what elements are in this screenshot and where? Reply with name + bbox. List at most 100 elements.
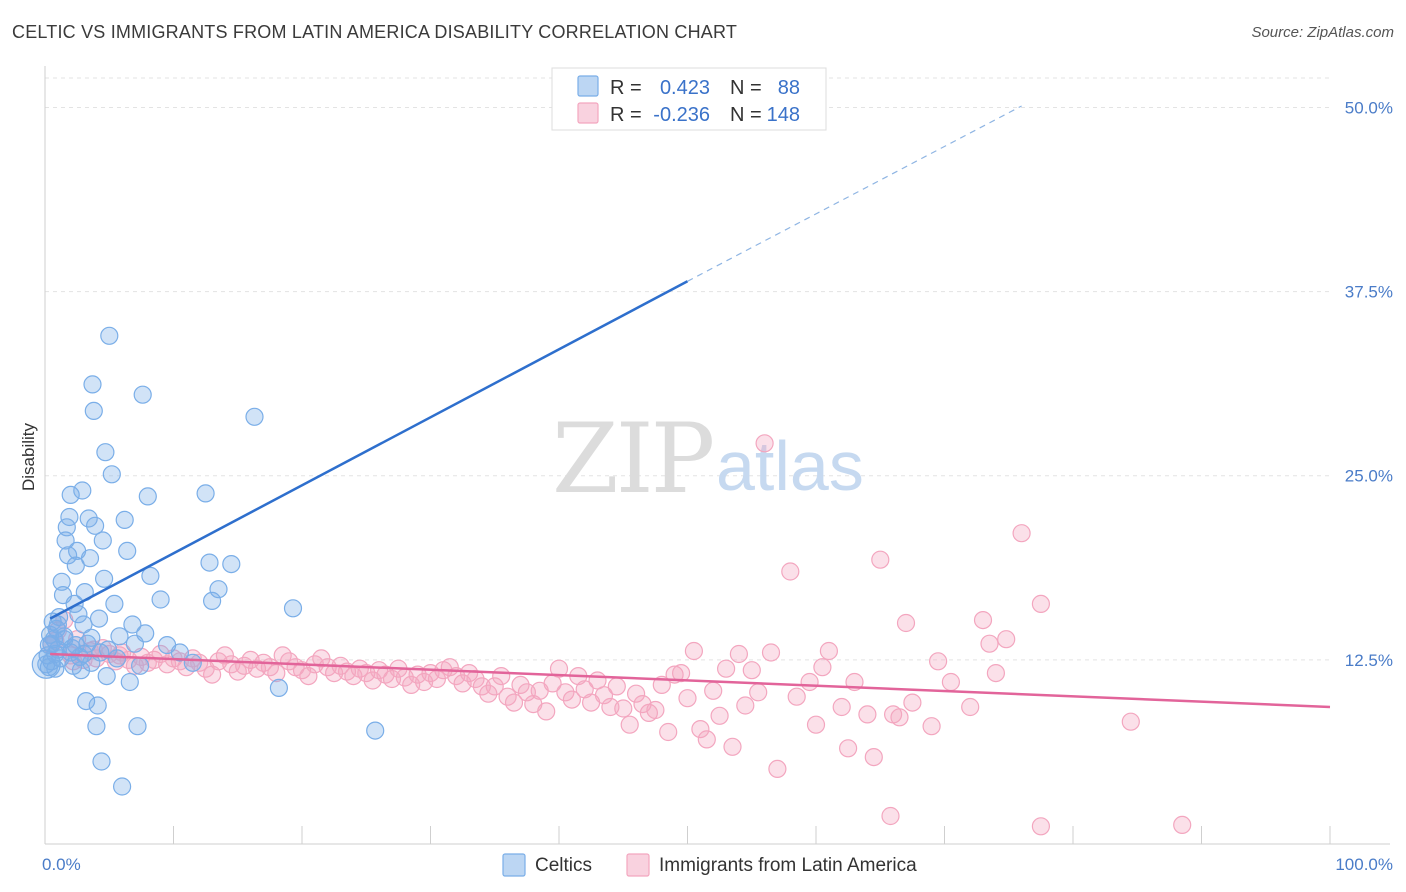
latin-america-point	[626, 684, 646, 703]
celtics-point	[66, 635, 85, 655]
latin-america-point	[973, 610, 993, 630]
celtics-trend-line	[49, 280, 689, 620]
celtics-point	[74, 615, 93, 634]
bottom-legend-swatch-latin-america	[626, 853, 650, 877]
latin-america-point	[749, 683, 768, 702]
latin-america-point	[997, 630, 1016, 649]
series-legend: Celtics Immigrants from Latin America	[502, 853, 917, 877]
celtics-point	[209, 580, 228, 599]
latin-america-point	[800, 672, 819, 692]
celtics-point	[203, 591, 222, 611]
latin-america-point	[723, 737, 742, 756]
y-tick-label-2: 37.5%	[1345, 283, 1393, 302]
celtics-point	[60, 507, 79, 527]
celtics-point	[57, 518, 76, 537]
celtics-point	[31, 649, 61, 679]
latin-america-point	[472, 677, 491, 696]
celtics-point	[123, 615, 142, 634]
legend-n-label-latin-america: N =	[730, 104, 762, 126]
celtics-point	[133, 385, 152, 404]
latin-america-point	[787, 687, 806, 706]
watermark-zip: ZIP	[552, 403, 713, 515]
legend-n-value-celtics: 88	[778, 77, 800, 99]
celtics-point	[69, 605, 88, 624]
bottom-legend-label-celtics: Celtics	[535, 855, 592, 876]
celtics-point	[131, 656, 150, 675]
source-label: Source: ZipAtlas.com	[1251, 24, 1394, 41]
celtics-point	[97, 666, 116, 686]
x-tick-label-0: 0.0%	[42, 855, 81, 874]
latin-america-point	[806, 715, 826, 734]
stats-legend: R = 0.423 N = 88 R = -0.236 N = 148	[551, 67, 827, 131]
celtics-point	[92, 752, 111, 771]
latin-america-point	[562, 690, 582, 709]
latin-america-point	[980, 634, 999, 653]
latin-america-point	[1121, 712, 1140, 731]
celtics-point	[245, 407, 264, 426]
legend-n-value-latin-america: 148	[767, 104, 800, 126]
latin-america-point	[659, 722, 678, 742]
legend-r-value-celtics: 0.423	[660, 77, 710, 99]
latin-america-point	[729, 644, 749, 664]
legend-swatch-latin-america	[577, 102, 599, 124]
x-tick-label-1: 100.0%	[1335, 855, 1393, 874]
celtics-point	[55, 630, 74, 649]
celtics-point	[138, 487, 157, 506]
latin-america-point	[267, 663, 286, 683]
celtics-point	[151, 590, 170, 609]
celtics-point	[107, 649, 127, 668]
celtics-point	[37, 655, 56, 674]
celtics-point	[94, 569, 114, 588]
latin-america-point	[537, 702, 556, 721]
celtics-point	[196, 484, 215, 503]
latin-america-point	[1173, 815, 1192, 835]
trend-lines	[49, 105, 1331, 709]
latin-america-point	[864, 747, 883, 767]
watermark-atlas: atlas	[716, 427, 864, 505]
celtics-point	[84, 401, 103, 420]
celtics-point	[76, 691, 96, 711]
latin-america-point	[896, 613, 916, 633]
celtics-point	[46, 659, 65, 678]
celtics-point	[66, 556, 85, 575]
celtics-point	[102, 465, 121, 484]
latin-america-point	[1031, 594, 1051, 614]
latin-america-point	[832, 697, 851, 717]
latin-america-point	[768, 759, 787, 779]
latin-america-point	[986, 663, 1006, 683]
celtics-point	[61, 485, 80, 504]
celtics-point	[39, 658, 59, 677]
celtics-point	[56, 531, 75, 550]
y-tick-label-1: 25.0%	[1345, 467, 1393, 486]
celtics-point	[183, 653, 202, 672]
legend-r-value-latin-america: -0.236	[653, 104, 710, 126]
celtics-point	[83, 375, 102, 394]
celtics-point	[283, 599, 303, 618]
latin-america-point	[890, 708, 909, 727]
celtics-point	[120, 672, 139, 692]
celtics-point	[80, 549, 100, 568]
celtics-point	[105, 594, 124, 614]
bottom-legend-label-latin-america: Immigrants from Latin America	[659, 855, 917, 876]
latin-america-trend-line	[50, 652, 1331, 709]
celtics-point	[269, 678, 288, 698]
latin-america-point	[614, 699, 633, 718]
latin-america-point	[881, 806, 900, 826]
latin-america-point	[710, 706, 729, 725]
latin-america-point	[941, 672, 961, 692]
latin-america-point	[742, 661, 761, 680]
latin-america-point	[1012, 524, 1031, 543]
celtics-point	[115, 510, 134, 530]
latin-america-point	[511, 675, 530, 695]
latin-america-point	[761, 643, 781, 662]
y-tick-label-3: 50.0%	[1345, 98, 1393, 117]
latin-america-point	[485, 677, 504, 696]
celtics-point	[200, 553, 219, 572]
latin-america-point	[646, 700, 665, 720]
latin-america-point	[716, 659, 736, 678]
celtics-point	[58, 546, 78, 565]
latin-america-point	[781, 562, 800, 581]
celtics-point	[170, 643, 189, 662]
celtics-point	[79, 509, 98, 528]
latin-america-point	[961, 697, 980, 717]
